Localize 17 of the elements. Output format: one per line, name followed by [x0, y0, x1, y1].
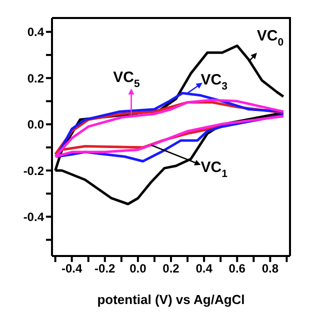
y-tick-label: 0.0: [27, 118, 44, 132]
annotation: VC$_{5}$: [113, 68, 140, 90]
x-tick-label: 0.8: [262, 262, 279, 276]
y-tick-label: -0.2: [23, 164, 44, 178]
x-tick-label: 0.6: [228, 262, 246, 276]
x-tick-label: 0.2: [162, 262, 180, 276]
annotation: VC$_{3}$: [200, 71, 228, 92]
x-axis-title: potential (V) vs Ag/AgCl: [97, 292, 245, 307]
y-tick-label: 0.4: [27, 25, 44, 40]
x-tick-label: -0.2: [94, 262, 116, 276]
y-tick-label: -0.4: [23, 210, 44, 224]
x-tick-label: 0.4: [196, 262, 213, 276]
x-tick-label: 0.0: [130, 262, 147, 276]
annotation: VC$_{0}$: [256, 28, 284, 48]
x-tick-label: -0.4: [61, 262, 82, 276]
annotation: VC$_{1}$: [200, 159, 228, 180]
y-tick-label: 0.2: [27, 71, 44, 86]
